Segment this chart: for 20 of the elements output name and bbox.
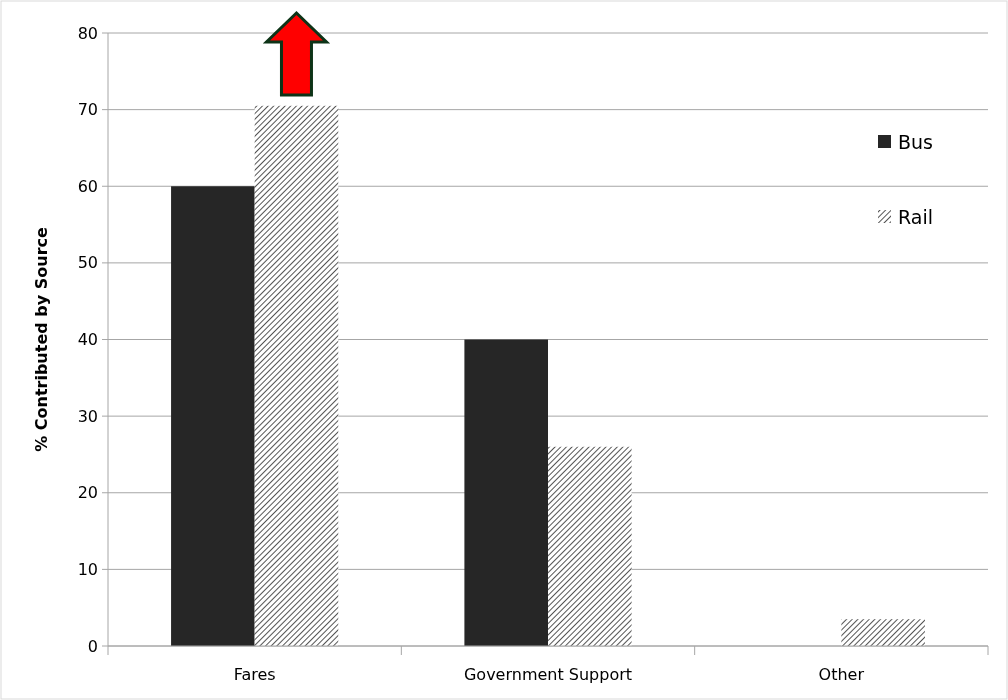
y-tick-label: 40 xyxy=(77,330,98,350)
bar xyxy=(548,446,632,646)
y-tick-label: 80 xyxy=(77,23,98,43)
y-tick-label: 0 xyxy=(87,636,98,656)
bar xyxy=(254,105,339,646)
x-tick-label: Fares xyxy=(233,665,276,684)
bar xyxy=(171,186,255,646)
legend-label: Rail xyxy=(898,205,933,228)
y-tick-label: 10 xyxy=(77,559,98,579)
y-tick-label: 50 xyxy=(77,253,98,273)
y-axis-title: % Contributed by Source xyxy=(32,227,51,452)
y-tick-label: 70 xyxy=(77,100,98,120)
bar xyxy=(464,339,548,646)
y-tick-label: 30 xyxy=(77,406,98,426)
legend-label: Bus xyxy=(898,130,933,153)
y-tick-label: 60 xyxy=(77,176,98,196)
bar xyxy=(841,619,925,646)
x-tick-label: Other xyxy=(818,665,865,684)
x-tick-label: Government Support xyxy=(463,665,633,684)
y-tick-label: 20 xyxy=(77,483,98,503)
